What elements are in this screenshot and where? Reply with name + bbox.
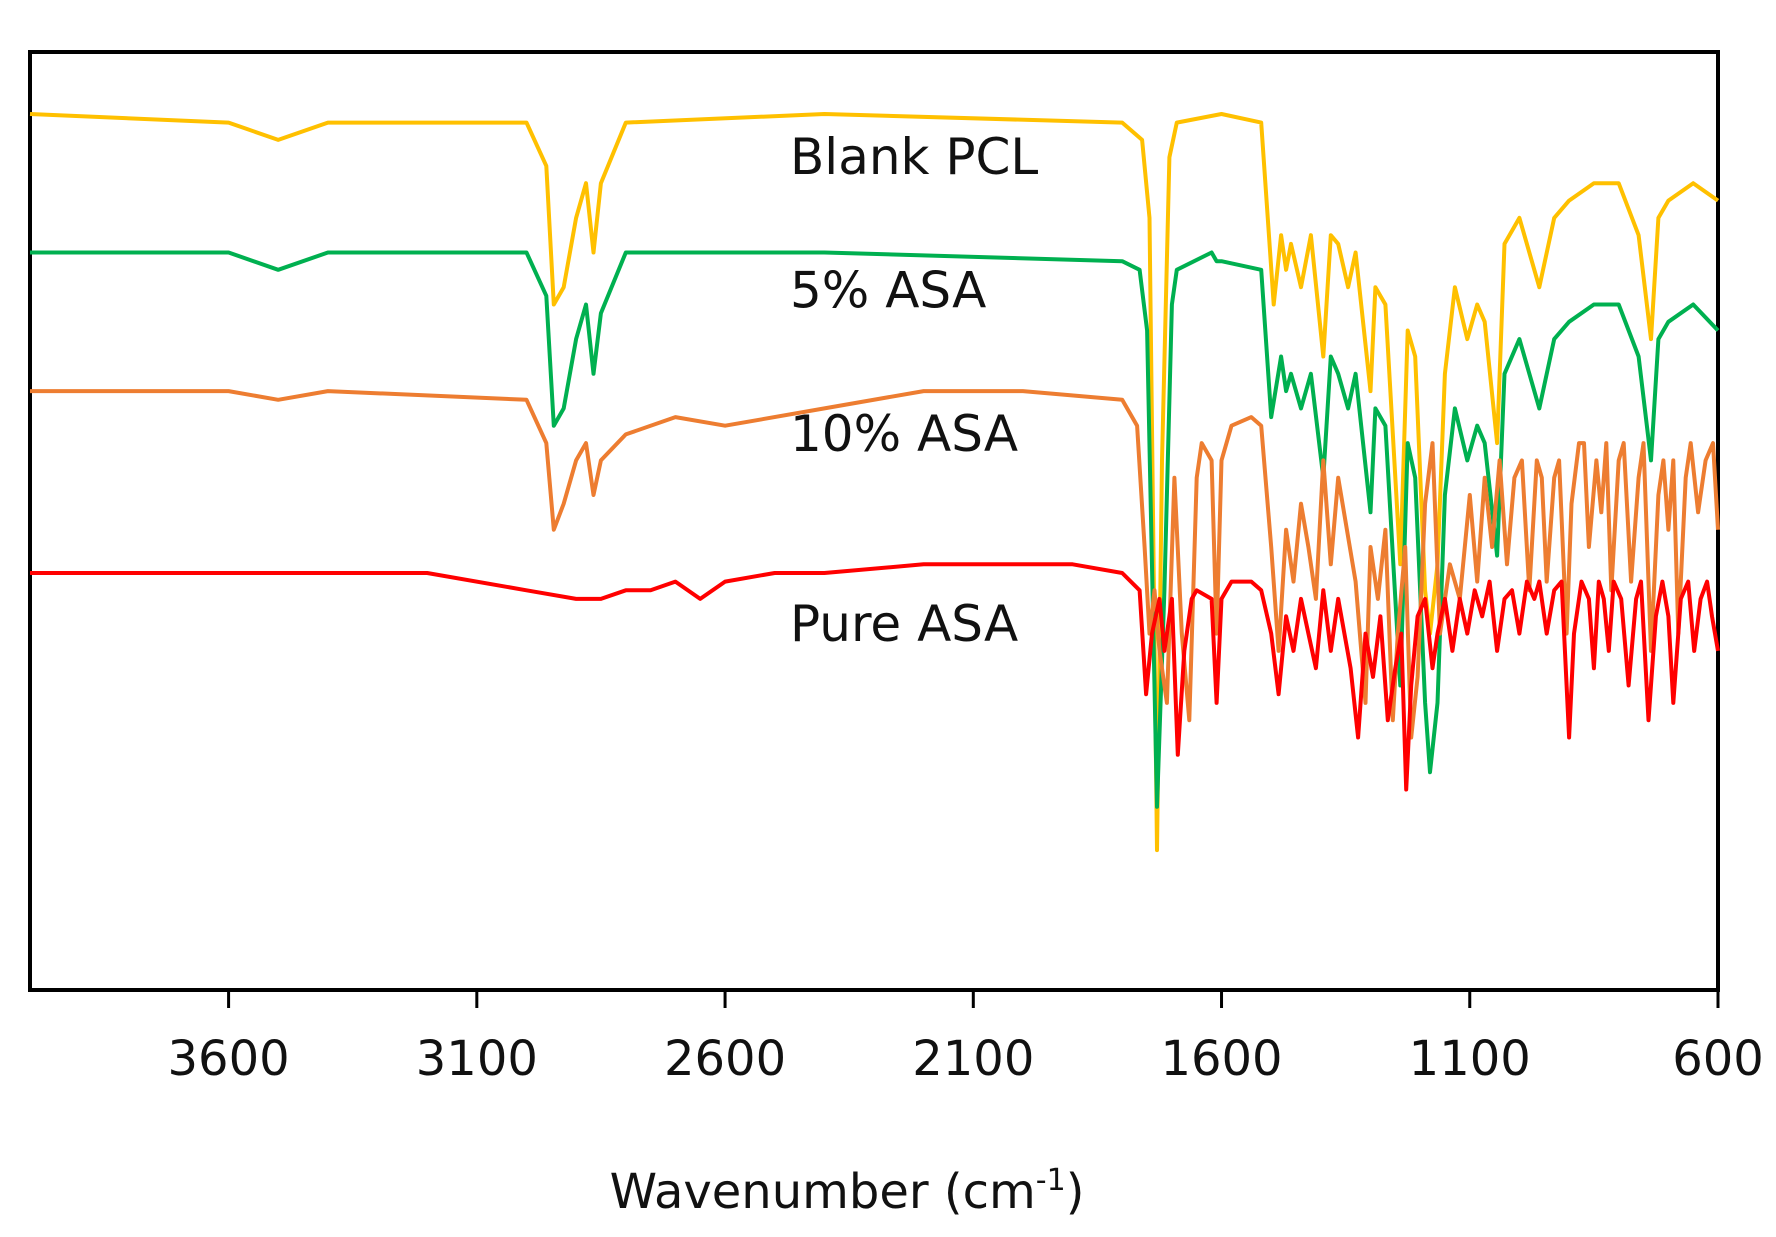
series-line-10-asa	[30, 389, 1720, 740]
series-line-5-asa	[30, 250, 1720, 809]
x-tick-label: 1100	[1409, 1031, 1531, 1087]
x-tick-label: 1600	[1160, 1031, 1282, 1087]
x-axis-title: Wavenumber (cm-1)	[610, 1163, 1085, 1220]
series-line-blank-pcl	[29, 112, 1720, 853]
series-label: Blank PCL	[790, 128, 1038, 186]
x-tick-label: 600	[1672, 1031, 1764, 1087]
x-axis-title-superscript: -1	[1036, 1163, 1066, 1198]
series-layer	[29, 112, 1720, 853]
series-labels: Blank PCL 5% ASA 10% ASA Pure ASA	[790, 128, 1038, 653]
x-axis-title-close: )	[1066, 1164, 1085, 1220]
series-label: 5% ASA	[790, 262, 986, 320]
series-label: Pure ASA	[790, 595, 1018, 653]
series-line-pure-asa	[30, 562, 1720, 792]
series-label: 10% ASA	[790, 405, 1018, 463]
x-axis-ticks: 3600 3100 2600 2100 1600 1100 600	[168, 990, 1764, 1087]
plot-frame	[28, 50, 1720, 992]
x-tick-label: 2600	[664, 1031, 786, 1087]
x-tick-label: 2100	[912, 1031, 1034, 1087]
x-tick-label: 3600	[168, 1031, 290, 1087]
x-tick-label: 3100	[416, 1031, 538, 1087]
